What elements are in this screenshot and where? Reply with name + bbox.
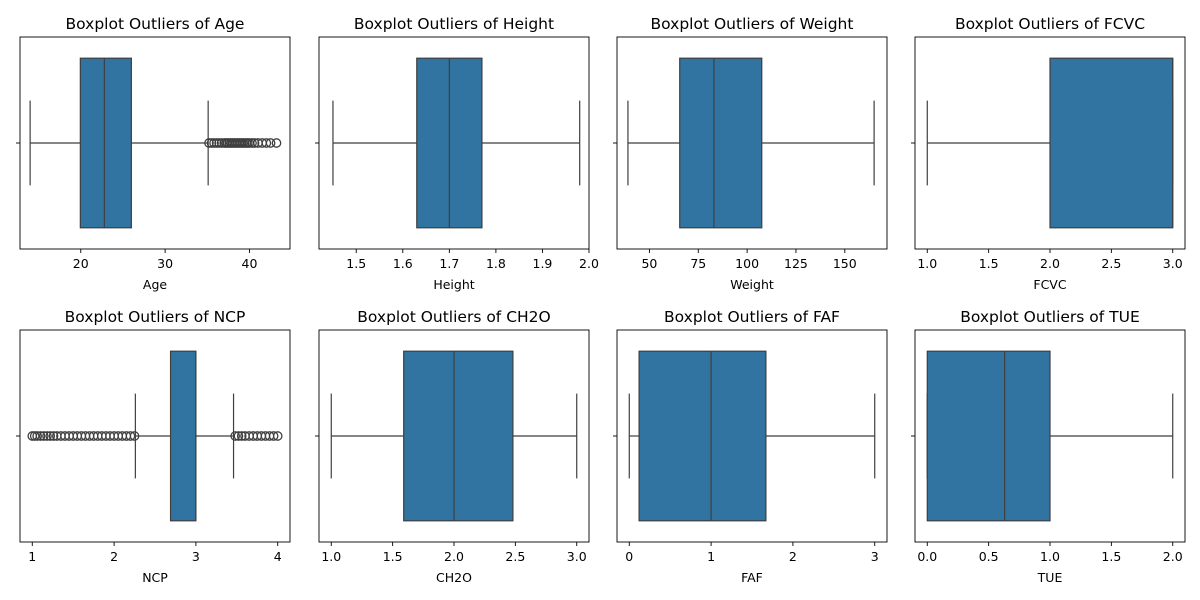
outlier-point (209, 138, 219, 148)
outlier-point (265, 138, 276, 148)
outlier-point (38, 431, 49, 441)
x-tick-label: 3 (871, 549, 879, 564)
subplot-title: Boxplot Outliers of FAF (664, 308, 840, 326)
x-tick-label: 2.0 (1163, 549, 1183, 564)
x-tick-label: 1.5 (346, 256, 366, 271)
x-tick-label: 3.0 (1163, 256, 1183, 271)
subplot-title: Boxplot Outliers of TUE (960, 308, 1140, 326)
subplot-age: Boxplot Outliers of Age 20 30 40 Age (16, 15, 291, 292)
x-tick-label: 40 (242, 256, 258, 271)
x-tick-label: 2 (789, 549, 797, 564)
subplot-fcvc: Boxplot Outliers of FCVC 1.0 1.5 2.0 2.5 3.0 F… (911, 15, 1186, 292)
x-axis-label: FAF (741, 570, 763, 585)
subplot-title: Boxplot Outliers of NCP (65, 308, 246, 326)
outlier-point (272, 431, 283, 441)
outlier-point (204, 138, 214, 148)
iqr-box (926, 350, 1051, 522)
x-tick-label: 2.5 (505, 549, 525, 564)
subplot-title: Boxplot Outliers of Height (354, 15, 554, 33)
x-tick-label: 1 (28, 549, 36, 564)
x-tick-label: 1.5 (1101, 549, 1121, 564)
outlier-point (236, 431, 247, 441)
iqr-box (638, 350, 767, 522)
subplot-ch2o: Boxplot Outliers of CH2O 1.0 1.5 2.0 2.5 3.0 C… (315, 308, 590, 585)
x-tick-label: 1.6 (393, 256, 413, 271)
subplot-weight: Boxplot Outliers of Weight 50 75 100 125 150 W… (613, 15, 888, 292)
outlier-point (249, 138, 260, 148)
x-tick-label: 0.5 (979, 549, 999, 564)
x-tick-label: 75 (690, 256, 706, 271)
outlier-point (32, 431, 43, 441)
x-tick-label: 2.0 (579, 256, 599, 271)
x-tick-label: 1.0 (321, 549, 341, 564)
outlier-point (230, 431, 241, 441)
x-tick-label: 1.5 (979, 256, 999, 271)
subplot-ncp: Boxplot Outliers of NCP 1 2 3 4 NCP (16, 308, 291, 585)
outlier-point (268, 431, 279, 441)
subplot-faf: Boxplot Outliers of FAF 0 1 2 3 FAF (613, 308, 888, 585)
outlier-point (211, 138, 222, 148)
x-tick-label: 3.0 (567, 549, 587, 564)
iqr-box (403, 350, 514, 522)
x-tick-label: 4 (274, 549, 282, 564)
outlier-point (247, 138, 257, 148)
x-axis-label: NCP (142, 570, 168, 585)
iqr-box (1049, 57, 1174, 229)
x-tick-label: 1.7 (439, 256, 459, 271)
x-tick-label: 1.9 (533, 256, 553, 271)
iqr-box (79, 57, 132, 229)
subplot-title: Boxplot Outliers of FCVC (955, 15, 1145, 33)
x-axis-label: Age (143, 277, 167, 292)
outlier-point (216, 138, 227, 148)
x-tick-label: 1.5 (383, 549, 403, 564)
x-axis-label: Weight (730, 277, 774, 292)
x-axis-label: CH2O (436, 570, 472, 585)
x-tick-label: 125 (784, 256, 808, 271)
x-tick-label: 3 (192, 549, 200, 564)
outlier-point (206, 138, 217, 148)
outlier-point (42, 431, 52, 441)
x-tick-label: 50 (641, 256, 657, 271)
x-tick-label: 150 (833, 256, 857, 271)
x-tick-label: 1 (707, 549, 715, 564)
x-tick-label: 1.8 (486, 256, 506, 271)
x-tick-label: 1.0 (917, 256, 937, 271)
iqr-box (679, 57, 763, 229)
outlier-point (271, 138, 282, 148)
x-tick-label: 1.0 (1040, 549, 1060, 564)
x-tick-label: 30 (157, 256, 173, 271)
x-tick-label: 0 (625, 549, 633, 564)
iqr-box (169, 350, 197, 522)
x-tick-label: 2.5 (1101, 256, 1121, 271)
outlier-point (125, 431, 136, 441)
x-tick-label: 2 (110, 549, 118, 564)
x-tick-label: 100 (735, 256, 759, 271)
x-axis-label: FCVC (1033, 277, 1066, 292)
outlier-point (45, 431, 56, 441)
x-axis-label: Height (433, 277, 474, 292)
x-tick-label: 0.0 (917, 549, 937, 564)
outlier-point (233, 431, 244, 441)
subplot-title: Boxplot Outliers of Weight (651, 15, 854, 33)
outlier-point (261, 138, 272, 148)
x-tick-label: 20 (73, 256, 89, 271)
subplot-title: Boxplot Outliers of CH2O (357, 308, 550, 326)
outlier-point (35, 431, 46, 441)
subplot-title: Boxplot Outliers of Age (66, 15, 245, 33)
x-axis-label: TUE (1037, 570, 1063, 585)
x-tick-label: 2.0 (1040, 256, 1060, 271)
outlier-point (48, 431, 59, 441)
subplot-tue: Boxplot Outliers of TUE 0.0 0.5 1.0 1.5 2.0 TU… (911, 308, 1186, 585)
x-tick-label: 2.0 (444, 549, 464, 564)
subplot-height: Boxplot Outliers of Height 1.5 1.6 1.7 1.8 1.… (315, 15, 599, 292)
outlier-point (129, 431, 140, 441)
